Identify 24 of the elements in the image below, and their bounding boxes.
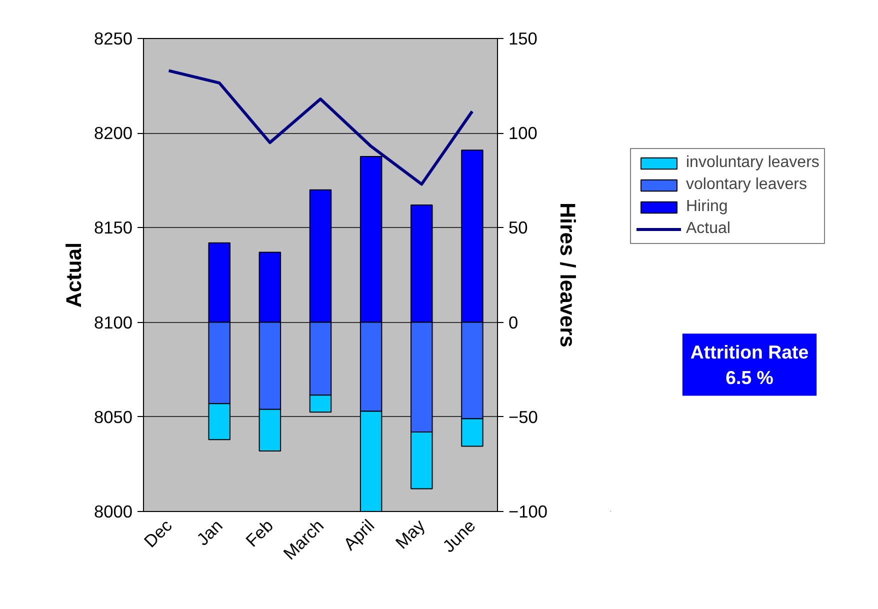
legend-label: Actual bbox=[686, 220, 730, 238]
y2-tick-label: 50 bbox=[508, 218, 528, 238]
y-tick-label: 8050 bbox=[94, 406, 133, 427]
x-tick-label: Dec bbox=[140, 515, 176, 552]
x-tick-label: May bbox=[391, 515, 429, 553]
y2-tick-label: 0 bbox=[508, 312, 518, 332]
legend-label: Hiring bbox=[686, 198, 728, 216]
y-tick-label: 8150 bbox=[94, 218, 133, 238]
y2-tick-label: 150 bbox=[508, 28, 538, 48]
legend-label: volontary leavers bbox=[686, 176, 807, 194]
x-tick-label: Feb bbox=[242, 515, 277, 551]
legend-label: involuntary leavers bbox=[686, 154, 820, 172]
line-series bbox=[167, 69, 474, 186]
y-tick-label: 8250 bbox=[94, 28, 133, 48]
y2-tick-label: 100 bbox=[508, 123, 538, 144]
x-tick-label: Jan bbox=[192, 515, 226, 550]
y2-tick-label: −100 bbox=[508, 502, 548, 522]
y-tick-label: 8100 bbox=[94, 312, 133, 332]
text: Attrition Rate 6.5 % bbox=[690, 342, 809, 388]
y-tick-label: 8000 bbox=[94, 502, 133, 522]
y2-axis-title: Hires / leavers bbox=[556, 202, 580, 348]
y-tick-label: 8200 bbox=[94, 123, 133, 144]
y-axis-title: Actual bbox=[62, 242, 86, 308]
y2-tick-label: −50 bbox=[508, 406, 538, 427]
